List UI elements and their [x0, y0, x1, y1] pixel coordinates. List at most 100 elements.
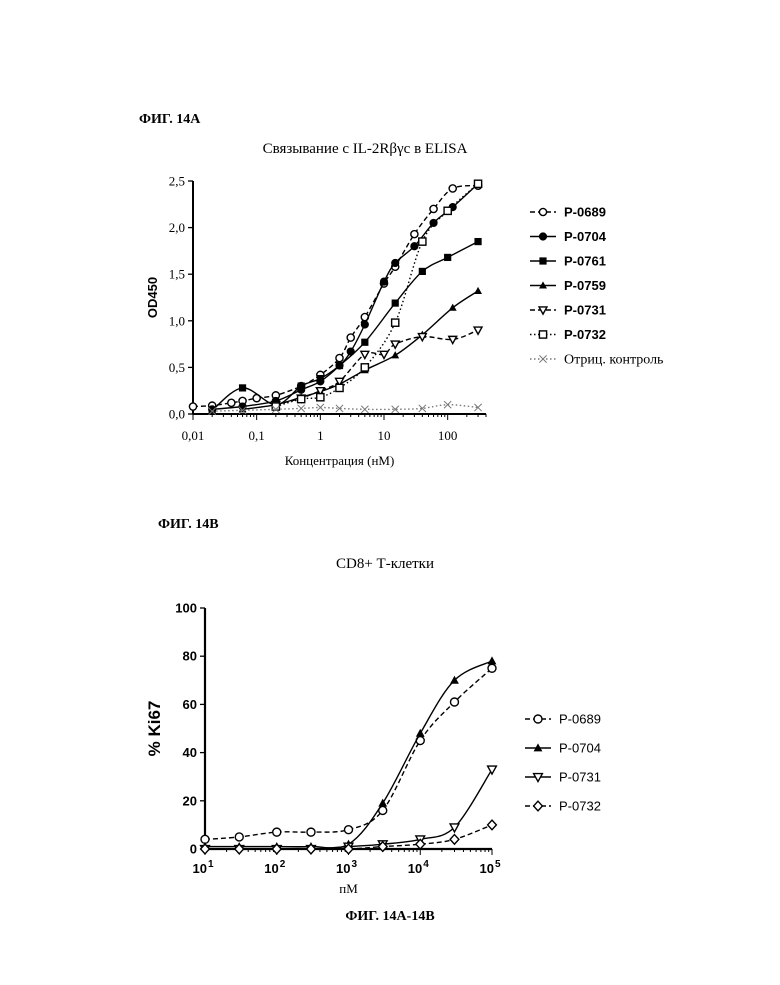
legend-marker [539, 331, 546, 338]
data-point [392, 299, 399, 306]
legend-item-p-0732: P-0732 [530, 327, 606, 342]
x-tick-exponent: 2 [280, 859, 286, 870]
y-tick-label: 1,5 [169, 267, 185, 282]
series-line [193, 186, 478, 407]
data-point [380, 351, 388, 358]
data-point [317, 375, 324, 382]
data-point [416, 729, 425, 737]
legend-marker [539, 233, 546, 240]
data-point [430, 219, 437, 226]
x-tick-label: 10 [193, 861, 207, 876]
legend-item-p-0731: P-0731 [530, 303, 606, 318]
data-point [361, 364, 368, 371]
chart-a: OD450 Концентрация (нМ) 0,00,51,01,52,02… [145, 174, 663, 469]
y-tick-label: 20 [183, 793, 197, 808]
data-point [298, 405, 305, 412]
data-point [347, 334, 354, 341]
y-tick-label: 0,5 [169, 360, 185, 375]
legend-label: P-0704 [564, 229, 607, 244]
y-tick-label: 2,5 [169, 174, 185, 189]
series-line [212, 242, 478, 411]
chart-b-x-axis-label: пМ [339, 881, 358, 896]
data-point [449, 185, 456, 192]
legend-item-p-0689: P-0689 [530, 205, 606, 220]
series-line [205, 770, 492, 850]
x-tick-label: 10 [336, 861, 350, 876]
legend-item-p-0704: P-0704 [525, 741, 601, 756]
x-tick-label: 10 [264, 861, 278, 876]
series-p-0689 [189, 182, 481, 410]
legend-item-p-0704: P-0704 [530, 229, 607, 244]
data-point [317, 404, 324, 411]
data-point [361, 339, 368, 346]
data-point [391, 351, 399, 358]
y-tick-label: 0 [190, 842, 197, 857]
data-point [378, 799, 387, 807]
legend-marker [539, 307, 547, 314]
data-point [444, 254, 451, 261]
legend-label: P-0761 [564, 254, 606, 269]
data-point [336, 354, 343, 361]
series-line [205, 668, 492, 839]
x-tick-label: 10 [480, 861, 494, 876]
data-point [209, 407, 216, 414]
series-p-0761 [209, 238, 482, 414]
x-tick-exponent: 5 [495, 859, 501, 870]
legend-label: P-0689 [559, 712, 601, 727]
legend-marker [534, 715, 542, 723]
legend-label: P-0731 [559, 770, 601, 785]
data-point [336, 362, 343, 369]
x-tick-label: 1 [317, 428, 324, 443]
data-point [488, 766, 497, 774]
data-point [380, 278, 387, 285]
data-point [488, 664, 496, 672]
legend-label: P-0759 [564, 278, 606, 293]
data-point [474, 238, 481, 245]
x-tick-label: 0,1 [249, 428, 265, 443]
legend-item-p-0761: P-0761 [530, 254, 606, 269]
series-line [276, 184, 478, 407]
data-point [345, 826, 353, 834]
y-tick-label: 100 [175, 601, 197, 616]
x-tick-label: 10 [408, 861, 422, 876]
data-point [361, 351, 369, 358]
legend-item-p-0732: P-0732 [525, 799, 601, 814]
figure-canvas: OD450 Концентрация (нМ) 0,00,51,01,52,02… [0, 0, 780, 985]
series-p-0732 [272, 180, 481, 410]
y-tick-label: 40 [183, 745, 197, 760]
series-p-0704 [209, 180, 482, 413]
series-line [276, 330, 478, 405]
legend-marker [539, 257, 546, 264]
series-line [205, 661, 492, 848]
x-tick-label: 100 [438, 428, 458, 443]
data-point [488, 656, 497, 664]
y-tick-label: 60 [183, 697, 197, 712]
series-p-0689 [201, 664, 496, 843]
data-point [450, 835, 459, 845]
legend-label: P-0704 [559, 741, 601, 756]
data-point [411, 231, 418, 238]
x-tick-label: 10 [378, 428, 391, 443]
data-point [449, 336, 457, 343]
data-point [391, 341, 399, 348]
y-tick-label: 80 [183, 649, 197, 664]
data-point [474, 327, 482, 334]
legend-label: P-0732 [559, 799, 601, 814]
data-point [418, 334, 426, 341]
data-point [298, 382, 305, 389]
data-point [411, 243, 418, 250]
legend-marker [539, 355, 546, 362]
legend-marker [539, 208, 546, 215]
data-point [361, 321, 368, 328]
data-point [273, 828, 281, 836]
x-tick-exponent: 3 [352, 859, 358, 870]
legend-item-p-0759: P-0759 [530, 278, 606, 293]
legend-item-p-0731: P-0731 [525, 770, 601, 785]
x-tick-exponent: 1 [208, 859, 214, 870]
chart-b-y-axis-label: % Ki67 [145, 701, 164, 757]
legend-label: Отриц. контроль [564, 353, 663, 368]
data-point [430, 205, 437, 212]
data-point [235, 833, 243, 841]
data-point [416, 839, 425, 849]
legend-label: P-0689 [564, 205, 606, 220]
